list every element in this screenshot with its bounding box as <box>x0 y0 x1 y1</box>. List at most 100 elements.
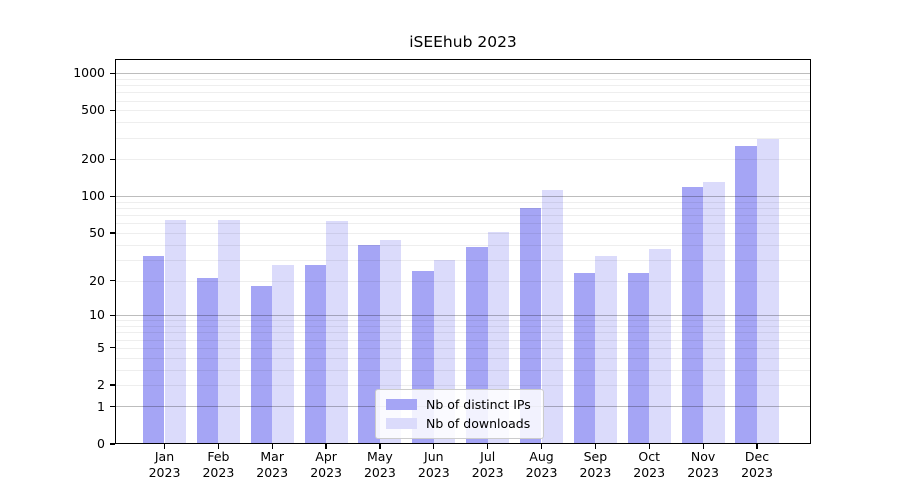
x-tick-label-line: 2023 <box>633 464 666 480</box>
bar-nb-of-distinct-ips-mar-2023 <box>250 285 273 444</box>
legend-item-nb-of-distinct-ips: Nb of distinct IPs <box>386 395 535 414</box>
minor-gridline-20 <box>115 280 811 282</box>
bar-nb-of-distinct-ips-feb-2023 <box>196 278 219 444</box>
plot-area: Nb of distinct IPs Nb of downloads <box>115 59 811 444</box>
x-tick-mark-aug-2023 <box>540 444 543 449</box>
x-tick-mark-nov-2023 <box>702 444 704 449</box>
minor-gridline-300 <box>115 137 811 139</box>
x-tick-label-line: Jun <box>424 449 444 464</box>
x-tick-label-line: 2023 <box>148 464 181 480</box>
x-tick-label-line: Feb <box>207 449 230 464</box>
x-tick-label-line: 2023 <box>741 464 773 480</box>
x-tick-label-line: 2023 <box>525 464 558 480</box>
x-tick-label-sep-2023: Sep 2023 <box>565 449 625 480</box>
major-gridline-100 <box>115 195 811 197</box>
legend-label: Nb of distinct IPs <box>426 397 531 412</box>
x-tick-label-line: 2023 <box>310 464 342 480</box>
minor-gridline-30 <box>115 259 811 261</box>
x-tick-label-line: Apr <box>315 449 337 464</box>
x-tick-mark-sep-2023 <box>594 444 596 449</box>
x-tick-label-line: Sep <box>583 449 608 464</box>
bar-nb-of-downloads-feb-2023 <box>218 219 240 444</box>
x-tick-label-line: Jul <box>480 449 496 464</box>
x-tick-label-aug-2023: Aug 2023 <box>512 449 572 480</box>
x-tick-label-feb-2023: Feb 2023 <box>188 449 248 480</box>
x-tick-mark-apr-2023 <box>325 444 327 449</box>
minor-gridline-5 <box>115 347 811 349</box>
minor-gridline-60 <box>115 223 811 225</box>
bar-nb-of-distinct-ips-may-2023 <box>358 244 380 444</box>
bar-nb-of-distinct-ips-jan-2023 <box>142 256 165 444</box>
legend-item-nb-of-downloads: Nb of downloads <box>386 414 535 433</box>
x-tick-label-apr-2023: Apr 2023 <box>296 449 356 480</box>
y-tick-mark-500 <box>109 109 115 111</box>
minor-gridline-80 <box>115 208 811 210</box>
y-tick-mark-0 <box>109 443 115 445</box>
minor-gridline-400 <box>115 122 811 124</box>
y-tick-mark-10 <box>109 314 115 316</box>
x-tick-label-jul-2023: Jul 2023 <box>458 449 518 480</box>
x-tick-label-line: 2023 <box>202 464 235 480</box>
minor-gridline-200 <box>115 159 811 161</box>
x-tick-label-mar-2023: Mar 2023 <box>242 449 302 480</box>
legend-swatch-nb-of-downloads <box>386 418 417 429</box>
y-tick-label-10: 10 <box>89 307 105 323</box>
bar-nb-of-downloads-aug-2023 <box>541 190 564 444</box>
x-tick-label-line: Oct <box>638 449 660 464</box>
x-tick-mark-may-2023 <box>379 444 381 449</box>
y-tick-label-2: 2 <box>97 377 105 392</box>
x-tick-mark-jan-2023 <box>163 444 166 449</box>
y-tick-mark-200 <box>109 158 115 160</box>
x-tick-label-line: May <box>366 449 393 464</box>
bar-nb-of-downloads-dec-2023 <box>757 138 779 444</box>
x-tick-label-line: Nov <box>690 449 716 464</box>
gridlines-layer <box>115 59 811 444</box>
bar-nb-of-downloads-mar-2023 <box>272 265 294 444</box>
x-tick-label-line: 2023 <box>471 464 504 480</box>
minor-gridline-7 <box>115 332 811 334</box>
y-tick-label-500: 500 <box>81 102 105 118</box>
minor-gridline-3 <box>115 369 811 371</box>
x-tick-label-line: Aug <box>529 449 554 464</box>
minor-gridline-600 <box>115 100 811 102</box>
x-tick-mark-jul-2023 <box>487 444 489 449</box>
x-tick-mark-dec-2023 <box>756 444 758 449</box>
x-tick-mark-feb-2023 <box>217 444 219 449</box>
minor-gridline-700 <box>115 92 811 94</box>
major-gridline-1000 <box>115 72 811 74</box>
minor-gridline-8 <box>115 326 811 327</box>
y-tick-label-200: 200 <box>81 151 105 167</box>
x-tick-label-oct-2023: Oct 2023 <box>619 449 679 480</box>
minor-gridline-50 <box>115 232 811 234</box>
minor-gridline-2 <box>115 385 811 386</box>
x-tick-label-line: Jan <box>154 449 175 464</box>
x-tick-label-line: 2023 <box>417 464 450 480</box>
legend: Nb of distinct IPs Nb of downloads <box>375 389 544 439</box>
x-tick-mark-mar-2023 <box>271 444 273 449</box>
y-tick-mark-1 <box>109 406 115 408</box>
y-tick-label-5: 5 <box>97 339 105 355</box>
bar-nb-of-downloads-apr-2023 <box>326 220 348 444</box>
y-tick-mark-50 <box>109 232 115 234</box>
y-tick-mark-100 <box>109 195 115 197</box>
x-tick-label-line: 2023 <box>363 464 396 480</box>
bar-nb-of-downloads-oct-2023 <box>649 248 671 444</box>
x-tick-label-line: 2023 <box>256 464 289 480</box>
x-tick-label-line: 2023 <box>579 464 612 480</box>
major-gridline-10 <box>115 314 811 316</box>
chart-title: iSEEhub 2023 <box>409 33 517 51</box>
y-tick-label-1: 1 <box>97 398 105 414</box>
minor-gridline-40 <box>115 244 811 246</box>
x-tick-label-line: 2023 <box>687 464 719 480</box>
y-tick-mark-20 <box>109 279 115 282</box>
bar-nb-of-downloads-nov-2023 <box>703 182 725 444</box>
bar-nb-of-distinct-ips-oct-2023 <box>627 273 650 444</box>
x-tick-label-may-2023: May 2023 <box>350 449 410 480</box>
legend-swatch-nb-of-distinct-ips <box>386 399 417 410</box>
y-tick-label-0: 0 <box>97 436 105 451</box>
x-tick-mark-jun-2023 <box>433 444 435 449</box>
bar-nb-of-distinct-ips-nov-2023 <box>681 186 704 444</box>
minor-gridline-6 <box>115 339 811 341</box>
y-tick-label-50: 50 <box>89 224 105 240</box>
